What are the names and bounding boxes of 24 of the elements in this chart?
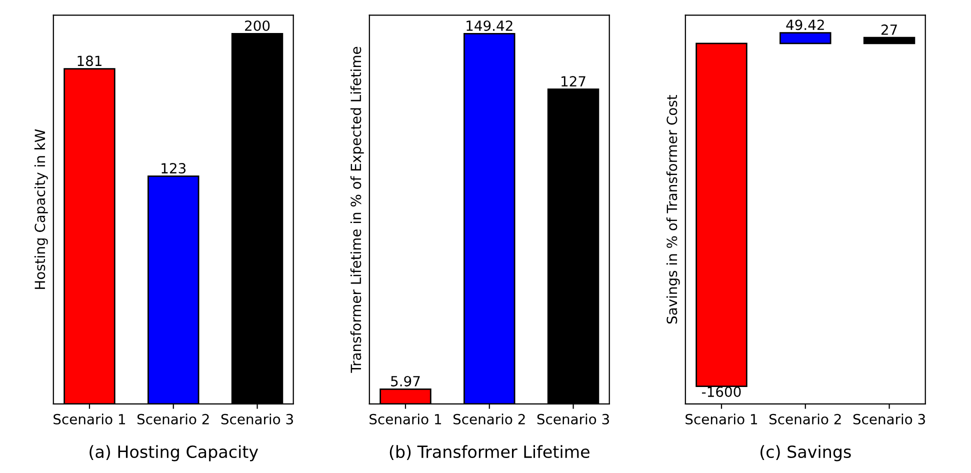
x-tick-label: Scenario 1: [686, 414, 758, 424]
data-label: 5.97: [391, 376, 420, 386]
y-axis-title: Hosting Capacity in kW: [34, 129, 48, 289]
data-label: 123: [162, 163, 186, 174]
x-tick-label: Scenario 3: [221, 414, 293, 424]
x-tick-label: Scenario 2: [769, 414, 841, 424]
data-label: 149.42: [466, 20, 512, 31]
data-label: 181: [78, 56, 102, 66]
x-tick-label: Scenario 1: [54, 414, 126, 424]
x-tick-label: Scenario 3: [853, 414, 925, 424]
data-label: 49.42: [786, 20, 824, 30]
x-tick-label: Scenario 3: [537, 414, 609, 424]
data-label: 200: [245, 20, 270, 31]
y-axis-title: Savings in % of Transformer Cost: [666, 94, 680, 324]
data-label: 127: [562, 76, 586, 86]
text: (a) Hosting Capacity: [90, 445, 258, 462]
data-label: 27: [881, 24, 897, 35]
y-axis-title: Transformer Lifetime in % of Expected Lifetime: [350, 46, 364, 373]
text: (b) Transformer Lifetime: [390, 445, 590, 460]
data-label: -1600: [702, 386, 741, 398]
x-tick-label: Scenario 1: [370, 414, 442, 424]
x-tick-label: Scenario 2: [453, 414, 525, 424]
text: (c) Savings: [760, 445, 851, 462]
x-tick-label: Scenario 2: [137, 414, 209, 424]
